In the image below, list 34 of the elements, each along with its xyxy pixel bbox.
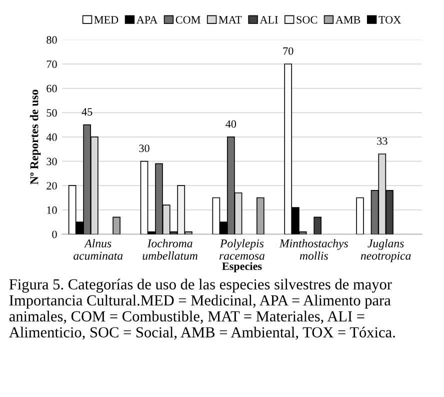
bar [256, 197, 264, 234]
bar [356, 197, 364, 234]
y-tick-label: 50 [46, 109, 57, 117]
legend-label: AMB [336, 16, 360, 24]
data-label: 40 [226, 120, 236, 128]
legend-label: SOC [296, 16, 318, 24]
bar [314, 216, 322, 234]
y-tick-label: 10 [47, 206, 57, 214]
legend-label: MED [94, 16, 118, 24]
y-tick-label: 0 [52, 230, 57, 238]
x-tick-label: Iochroma umbellatum [142, 239, 198, 260]
legend-label: TOX [378, 16, 401, 24]
data-label: 30 [139, 144, 150, 152]
y-tick-label: 70 [46, 60, 57, 68]
legend-label: MAT [218, 16, 242, 24]
data-label: 70 [283, 47, 294, 55]
legend-label: COM [176, 16, 200, 24]
text: Figura 5. Categorías de uso de las especies silvestres de mayor Importancia Cultural.MED = Medicinal, APA = Alimento para animales, COM = Combustible, MAT = Materiales, ALI = Alimenticio, SOC = Social, AMB = Ambiental, TOX = Tóxica. [9, 278, 395, 340]
x-tick-label: Minthostachys mollis [279, 239, 348, 260]
y-tick-label: 30 [46, 158, 57, 166]
x-tick-label: Alnus acuminata [74, 239, 123, 260]
legend-label: APA [136, 16, 158, 24]
data-label: 33 [377, 137, 388, 145]
x-tick-label: Juglans neotropica [360, 239, 411, 262]
y-tick-label: 60 [46, 84, 57, 92]
x-axis-title: Especies [222, 262, 262, 272]
legend-label: ALI [260, 16, 278, 24]
data-label: 45 [82, 108, 92, 116]
y-tick-label: 80 [46, 36, 57, 44]
y-axis-title: Nº Reportes de uso [30, 90, 41, 184]
y-tick-label: 20 [46, 182, 57, 190]
bar [112, 216, 120, 234]
x-tick-label: Polylepis racemosa [220, 239, 264, 260]
y-tick-label: 40 [46, 133, 57, 141]
